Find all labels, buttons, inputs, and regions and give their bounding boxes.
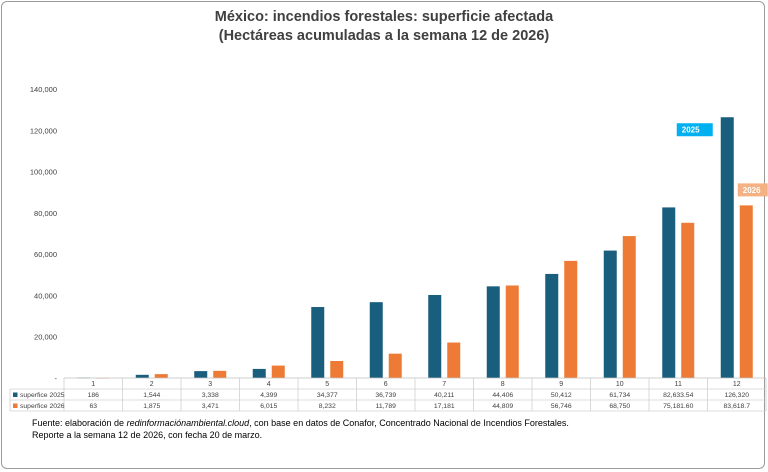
x-tick-label: 10 — [616, 381, 624, 388]
bar-2025 — [194, 371, 208, 378]
y-tick-label: 60,000 — [34, 250, 57, 259]
bar-2026 — [681, 222, 695, 378]
chart-title-line2: (Hectáreas acumuladas a la semana 12 de … — [218, 28, 550, 44]
bar-2026 — [154, 374, 168, 378]
annotation-box-2026 — [737, 183, 768, 197]
bar-2025 — [311, 307, 325, 378]
chart-title-line1: México: incendios forestales: superficie… — [214, 9, 554, 25]
bar-2025 — [720, 117, 734, 378]
y-tick-label: - — [55, 374, 58, 383]
legend-swatch-2025 — [13, 392, 18, 397]
data-label-2026: 3,471 — [202, 403, 219, 410]
footer-source-name: redinformaciónambiental.cloud — [126, 418, 250, 428]
x-tick-label: 8 — [501, 381, 505, 388]
bar-2026 — [447, 342, 461, 378]
data-label-2025: 34,377 — [317, 392, 338, 399]
bar-2025 — [545, 273, 559, 378]
y-tick-label: 20,000 — [34, 333, 57, 342]
bar-2025 — [369, 302, 383, 378]
data-label-2026: 8,232 — [319, 403, 336, 410]
bar-2025 — [603, 250, 617, 378]
x-tick-label: 6 — [384, 381, 388, 388]
legend-label-2026: superfice 2026 — [20, 403, 65, 410]
data-label-2026: 83,618.7 — [724, 403, 751, 410]
y-tick-label: 140,000 — [30, 85, 57, 94]
y-tick-label: 80,000 — [34, 209, 57, 218]
data-label-2025: 186 — [88, 392, 100, 399]
x-tick-label: 4 — [267, 381, 271, 388]
bar-2026 — [505, 285, 519, 378]
annotation-box-2025 — [676, 123, 713, 137]
data-label-2026: 75,181.60 — [663, 403, 693, 410]
x-tick-label: 7 — [442, 381, 446, 388]
bar-2026 — [213, 370, 227, 378]
annotation-label-2025: 2025 — [682, 126, 700, 135]
bar-2025 — [662, 207, 676, 378]
x-tick-label: 1 — [91, 381, 95, 388]
data-label-2026: 63 — [89, 403, 97, 410]
bar-2026 — [564, 260, 578, 378]
annotation-label-2026: 2026 — [743, 186, 761, 195]
y-tick-label: 40,000 — [34, 291, 57, 300]
bar-2025 — [428, 294, 442, 378]
bar-2026 — [330, 361, 344, 378]
data-label-2025: 61,734 — [609, 392, 630, 399]
data-label-2026: 68,750 — [609, 403, 630, 410]
x-tick-label: 12 — [733, 381, 741, 388]
y-tick-label: 100,000 — [30, 168, 57, 177]
data-label-2025: 44,406 — [492, 392, 513, 399]
legend-label-2025: superfice 2025 — [20, 392, 65, 399]
data-label-2025: 40,211 — [434, 392, 455, 399]
bar-2025 — [486, 286, 500, 378]
data-label-2026: 44,809 — [492, 403, 513, 410]
data-label-2025: 1,544 — [143, 392, 160, 399]
footer-suffix: , con base en datos de Conafor, Concentr… — [249, 418, 569, 428]
data-label-2026: 11,789 — [376, 403, 397, 410]
data-label-2025: 82,633.54 — [663, 392, 693, 399]
bar-2026 — [739, 205, 753, 378]
data-label-2025: 50,412 — [551, 392, 572, 399]
data-label-2026: 17,181 — [434, 403, 455, 410]
chart-title: México: incendios forestales: superficie… — [0, 8, 768, 46]
legend-swatch-2026 — [13, 403, 18, 408]
bar-2026 — [271, 365, 285, 378]
bar-2025 — [135, 374, 149, 378]
bar-2026 — [388, 353, 402, 378]
data-label-2026: 1,875 — [143, 403, 160, 410]
data-label-2026: 56,746 — [551, 403, 572, 410]
bar-2026 — [622, 236, 636, 378]
y-tick-label: 120,000 — [30, 126, 57, 135]
footer-source-line: Fuente: elaboración de redinformaciónamb… — [32, 417, 569, 429]
data-label-2026: 6,015 — [260, 403, 277, 410]
x-tick-label: 5 — [325, 381, 329, 388]
data-label-2025: 4,399 — [260, 392, 277, 399]
x-tick-label: 11 — [675, 381, 682, 388]
chart-footer: Fuente: elaboración de redinformaciónamb… — [32, 417, 569, 441]
data-label-2025: 3,338 — [202, 392, 219, 399]
data-label-2025: 126,320 — [724, 392, 749, 399]
footer-report-line: Reporte a la semana 12 de 2026, con fech… — [32, 430, 263, 440]
footer-prefix: Fuente: elaboración de — [32, 418, 127, 428]
x-tick-label: 3 — [208, 381, 212, 388]
data-label-2025: 36,739 — [375, 392, 396, 399]
x-tick-label: 2 — [150, 381, 154, 388]
x-tick-label: 9 — [559, 381, 563, 388]
bar-2025 — [252, 368, 266, 378]
